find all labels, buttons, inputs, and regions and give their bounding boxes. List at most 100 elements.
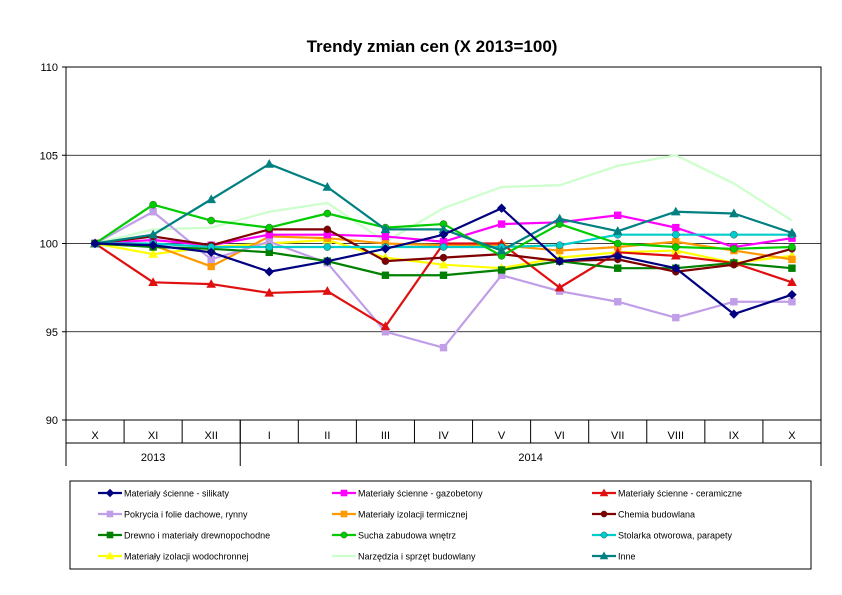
legend-box	[69, 480, 812, 570]
legend-marker	[600, 510, 608, 518]
data-point	[670, 206, 681, 216]
data-point	[207, 216, 215, 225]
y-tick-label: 110	[40, 62, 58, 74]
data-point	[380, 321, 391, 331]
legend-label: Sucha zabudowa wnętrz	[358, 531, 457, 541]
data-point	[206, 194, 217, 204]
legend-item: Sucha zabudowa wnętrz	[332, 531, 457, 541]
data-point	[612, 226, 623, 235]
data-point	[148, 240, 158, 250]
data-point	[730, 260, 738, 269]
legend-item: Inne	[592, 551, 636, 562]
data-point	[672, 230, 680, 239]
data-point	[496, 245, 507, 255]
x-tick-label: I	[268, 430, 271, 442]
data-point	[380, 224, 391, 234]
legend-label: Materiały ścienne - silikaty	[124, 489, 230, 499]
data-point	[614, 211, 622, 219]
data-point	[554, 256, 565, 266]
legend-marker	[340, 510, 348, 518]
series-line	[94, 154, 793, 245]
data-point	[439, 243, 448, 251]
legend-label: Drewno i materiały drewnopochodne	[124, 531, 270, 541]
data-point	[90, 238, 100, 249]
data-point	[439, 343, 448, 352]
data-point	[322, 256, 333, 266]
data-point	[148, 249, 158, 258]
data-point	[497, 220, 506, 228]
data-point	[555, 241, 564, 250]
x-tick-label: X	[91, 430, 99, 442]
legend-item: Materiały ścienne - silikaty	[98, 489, 230, 499]
legend-label: Materiały izolacji wodochronnej	[124, 552, 249, 562]
legend-marker	[340, 489, 348, 497]
data-point	[729, 309, 739, 319]
chart-title: Trendy zmian cen (X 2013=100)	[307, 37, 558, 56]
series-0	[90, 203, 797, 319]
data-point	[149, 200, 157, 209]
data-point	[672, 223, 680, 232]
x-tick-label: V	[498, 430, 506, 442]
legend-label: Chemia budowlana	[618, 510, 695, 520]
data-point	[730, 298, 738, 306]
series-10	[94, 154, 793, 245]
data-point	[264, 267, 274, 277]
legend: Materiały ścienne - silikaty Materiały śc…	[69, 480, 812, 570]
data-point	[148, 229, 158, 239]
data-point	[729, 208, 739, 218]
data-point	[439, 253, 448, 262]
data-point	[554, 282, 565, 292]
data-point	[787, 289, 797, 300]
data-point	[323, 209, 332, 218]
x-tick-label: IV	[438, 430, 449, 442]
data-point	[670, 250, 681, 260]
legend-marker	[105, 551, 115, 560]
data-point	[438, 259, 449, 269]
legend-marker	[599, 488, 609, 497]
data-point	[381, 271, 390, 279]
y-tick-label: 105	[40, 150, 58, 162]
data-point	[554, 213, 565, 223]
data-point	[672, 243, 680, 251]
y-tick-label: 100	[40, 239, 58, 251]
data-point	[496, 203, 507, 213]
data-point	[439, 271, 448, 279]
year-group-label: 2014	[518, 452, 542, 464]
data-point	[730, 244, 738, 253]
data-point	[381, 257, 390, 265]
data-point	[264, 287, 275, 297]
legend-item: Pokrycia i folie dachowe, rynny	[98, 510, 248, 520]
x-tick-label: VI	[554, 430, 564, 442]
data-point	[149, 208, 157, 216]
legend-marker	[106, 510, 114, 518]
data-point	[148, 277, 158, 287]
data-point	[323, 243, 332, 251]
data-point	[207, 262, 215, 271]
data-point	[323, 225, 332, 234]
legend-label: Inne	[618, 552, 636, 562]
data-point	[788, 255, 796, 264]
y-tick-label: 95	[46, 327, 58, 339]
legend-label: Narzędzia i sprzęt budowlany	[358, 552, 476, 562]
x-tick-label: X	[788, 430, 796, 442]
legend-marker	[105, 488, 115, 498]
legend-marker	[340, 531, 348, 539]
legend-marker	[599, 551, 609, 560]
legend-label: Materiały izolacji termicznej	[358, 510, 468, 520]
x-tick-label: VII	[611, 430, 624, 442]
y-tick-label: 90	[46, 415, 58, 427]
legend-label: Pokrycia i folie dachowe, rynny	[124, 510, 248, 520]
x-tick-label: XI	[148, 430, 158, 442]
data-point	[265, 243, 274, 251]
data-point	[614, 298, 622, 306]
x-tick-label: VIII	[668, 430, 685, 442]
legend-item: Materiały ścienne - ceramiczne	[592, 488, 742, 499]
legend-item: Drewno i materiały drewnopochodne	[98, 531, 270, 541]
data-point	[614, 264, 622, 272]
legend-label: Stolarka otworowa, parapety	[618, 531, 733, 541]
legend-item: Chemia budowlana	[592, 510, 695, 520]
data-point	[381, 232, 390, 241]
x-tick-label: XII	[204, 430, 217, 442]
